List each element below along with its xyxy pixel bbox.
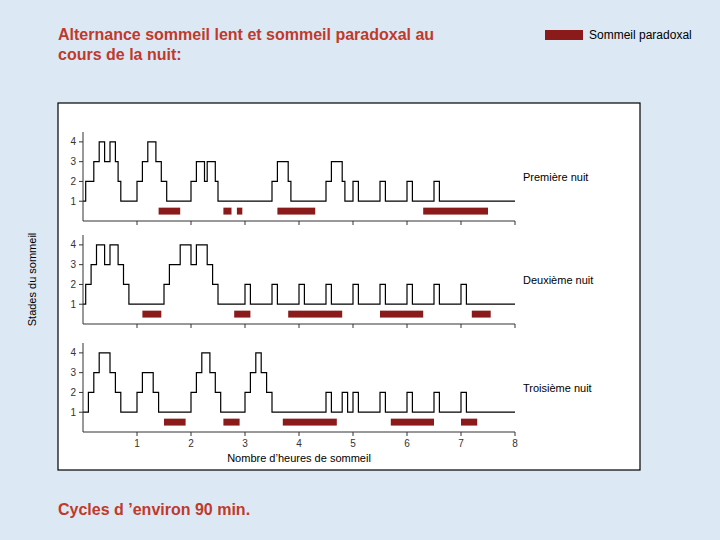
rem-bar <box>391 419 434 426</box>
step-line <box>83 142 515 201</box>
rem-bar <box>283 419 337 426</box>
x-tick <box>407 324 408 328</box>
y-tick-label: 1 <box>70 196 76 207</box>
marks <box>83 353 515 426</box>
y-tick-label: 3 <box>70 367 76 378</box>
x-tick-label: 3 <box>242 438 248 449</box>
panel-label: Troisième nuit <box>523 382 592 394</box>
x-tick <box>515 221 516 225</box>
x-tick <box>245 221 246 225</box>
y-tick <box>79 284 83 285</box>
y-tick <box>79 352 83 353</box>
rem-bar <box>142 311 161 318</box>
marks <box>83 245 515 318</box>
panel-label: Première nuit <box>523 171 588 183</box>
y-tick-label: 1 <box>70 299 76 310</box>
y-tick <box>79 392 83 393</box>
x-tick-label: 4 <box>296 438 302 449</box>
step-line <box>83 353 515 412</box>
y-tick <box>79 372 83 373</box>
x-tick <box>407 221 408 225</box>
x-axis-label: Nombre d’heures de sommeil <box>227 452 371 464</box>
title-line: cours de la nuit: <box>58 46 182 63</box>
y-tick-label: 4 <box>70 239 76 250</box>
title-line: Alternance sommeil lent et sommeil parad… <box>58 26 434 43</box>
rem-bar <box>472 311 491 318</box>
y-axis-line <box>83 132 84 221</box>
y-tick <box>79 141 83 142</box>
x-tick <box>299 324 300 328</box>
subtitle: Cycles d ’environ 90 min. <box>58 501 250 518</box>
background <box>0 0 720 540</box>
x-tick-label: 2 <box>188 438 194 449</box>
x-tick <box>515 432 516 436</box>
y-axis-line <box>83 343 84 432</box>
chart: Alternance sommeil lent et sommeil parad… <box>0 0 720 540</box>
y-tick-label: 3 <box>70 156 76 167</box>
rem-bar <box>234 311 250 318</box>
rem-bar <box>164 419 186 426</box>
y-tick <box>79 161 83 162</box>
y-tick-label: 4 <box>70 136 76 147</box>
y-tick <box>79 201 83 202</box>
x-tick <box>245 432 246 436</box>
rem-bar <box>237 208 242 215</box>
x-tick <box>461 324 462 328</box>
legend-label: Sommeil paradoxal <box>589 28 692 42</box>
rem-bar <box>461 419 477 426</box>
x-tick <box>191 221 192 225</box>
panel: 1 2 3 4 Deuxième nuit <box>70 235 593 328</box>
x-tick-label: 5 <box>350 438 356 449</box>
x-tick-label: 7 <box>458 438 464 449</box>
x-tick <box>299 432 300 436</box>
legend-swatch <box>545 30 583 40</box>
y-tick-label: 4 <box>70 347 76 358</box>
x-tick <box>137 221 138 225</box>
frame <box>58 103 640 470</box>
rem-bar <box>159 208 181 215</box>
x-tick-label: 8 <box>512 438 518 449</box>
y-tick-label: 1 <box>70 407 76 418</box>
x-tick <box>245 324 246 328</box>
x-tick <box>461 432 462 436</box>
marks <box>83 142 515 215</box>
y-tick-label: 2 <box>70 279 76 290</box>
y-tick <box>79 264 83 265</box>
y-tick <box>79 412 83 413</box>
x-tick <box>299 221 300 225</box>
x-tick <box>407 432 408 436</box>
rem-bar <box>423 208 488 215</box>
rem-bar <box>223 419 239 426</box>
y-tick <box>79 304 83 305</box>
x-tick <box>191 432 192 436</box>
x-tick-label: 6 <box>404 438 410 449</box>
rem-bar <box>288 311 342 318</box>
page: {"chart_data": { "type": "step", "title"… <box>0 0 720 540</box>
x-tick <box>461 221 462 225</box>
x-tick <box>137 432 138 436</box>
panel: 1 2 3 4 1 2 3 4 5 6 7 8 Troisième nuit Nombre d’heure… <box>70 343 591 464</box>
y-tick <box>79 181 83 182</box>
x-tick <box>353 324 354 328</box>
y-axis-label: Stades du sommeil <box>26 233 38 327</box>
x-tick <box>353 221 354 225</box>
x-tick <box>353 432 354 436</box>
step-line <box>83 245 515 304</box>
rem-bar <box>277 208 315 215</box>
x-tick <box>191 324 192 328</box>
panel: 1 2 3 4 Première nuit <box>70 132 588 225</box>
y-tick-label: 2 <box>70 176 76 187</box>
x-tick-label: 1 <box>134 438 140 449</box>
rem-bar <box>223 208 231 215</box>
y-tick-label: 2 <box>70 387 76 398</box>
y-tick <box>79 244 83 245</box>
y-tick-label: 3 <box>70 259 76 270</box>
y-axis-line <box>83 235 84 324</box>
x-tick <box>515 324 516 328</box>
panel-label: Deuxième nuit <box>523 274 593 286</box>
title: Alternance sommeil lent et sommeil parad… <box>58 26 434 63</box>
x-tick <box>137 324 138 328</box>
rem-bar <box>380 311 423 318</box>
